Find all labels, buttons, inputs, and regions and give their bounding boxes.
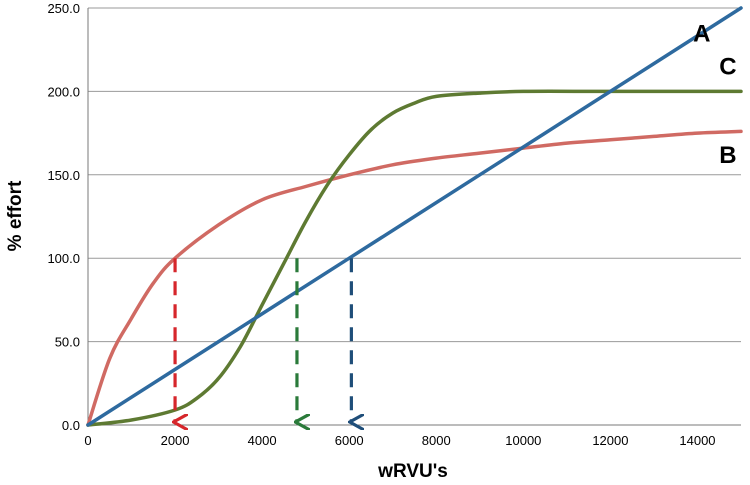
x-tick-label: 10000 (505, 433, 541, 448)
x-axis-title: wRVU's (377, 461, 448, 482)
series-labels: A B C (693, 20, 736, 169)
axes (87, 8, 741, 426)
x-tick-label: 14000 (679, 433, 715, 448)
annotation-arrows (175, 258, 351, 422)
gridlines (88, 7, 741, 343)
series-line-c (86, 89, 743, 427)
x-tick-label: 12000 (592, 433, 628, 448)
y-tick-label: 100.0 (47, 251, 80, 266)
series-label-c: C (719, 54, 736, 81)
x-tick-label: 2000 (161, 433, 190, 448)
y-tick-label: 250.0 (47, 1, 80, 16)
y-tick-labels: 0.0 50.0 100.0 150.0 200.0 250.0 (47, 1, 80, 433)
series-lines (86, 6, 743, 427)
y-axis-title: % effort (5, 180, 26, 251)
series-label-a: A (693, 20, 710, 47)
series-label-b: B (719, 142, 736, 169)
series-line-b (86, 129, 743, 427)
y-tick-label: 150.0 (47, 168, 80, 183)
x-tick-labels: 0 2000 4000 6000 8000 10000 12000 14000 (84, 433, 715, 448)
x-tick-label: 8000 (422, 433, 451, 448)
y-tick-label: 0.0 (62, 418, 80, 433)
series-line-a (86, 6, 743, 427)
y-tick-label: 50.0 (55, 335, 80, 350)
x-tick-label: 0 (84, 433, 91, 448)
y-tick-label: 200.0 (47, 84, 80, 99)
x-tick-label: 6000 (335, 433, 364, 448)
x-tick-label: 4000 (248, 433, 277, 448)
